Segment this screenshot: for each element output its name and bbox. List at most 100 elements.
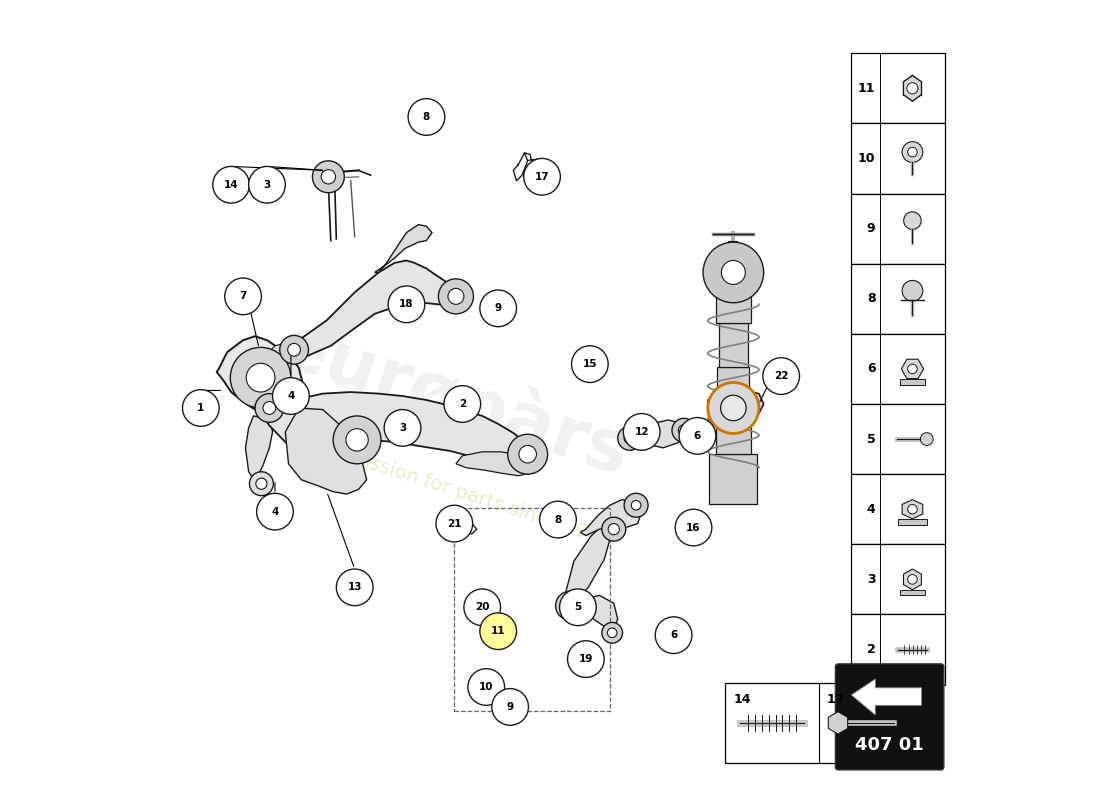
Circle shape [902,281,923,301]
Text: 9: 9 [507,702,514,712]
Circle shape [908,574,917,584]
Text: 3: 3 [867,573,876,586]
FancyBboxPatch shape [835,664,944,770]
Circle shape [273,378,309,414]
Circle shape [708,382,759,434]
Circle shape [608,523,619,534]
Circle shape [624,414,660,450]
Text: 9: 9 [495,303,502,314]
Text: 6: 6 [694,431,701,441]
Text: 4: 4 [287,391,295,401]
Text: 3: 3 [263,180,271,190]
Text: 10: 10 [478,682,494,692]
Polygon shape [565,595,618,631]
Bar [898,518,927,525]
Circle shape [519,446,537,463]
Polygon shape [263,392,535,466]
Circle shape [436,506,473,542]
Circle shape [908,364,917,374]
Circle shape [563,599,576,612]
Circle shape [602,622,623,643]
Text: 6: 6 [867,362,876,375]
Circle shape [560,589,596,626]
Polygon shape [290,261,459,356]
Circle shape [556,591,584,620]
Circle shape [288,343,300,356]
Polygon shape [267,342,297,366]
Circle shape [672,418,696,442]
Text: 9: 9 [867,222,876,235]
Text: 8: 8 [422,112,430,122]
Bar [716,406,751,454]
Text: 10: 10 [858,152,876,165]
Text: a passion for parts since 1985: a passion for parts since 1985 [327,441,614,550]
Circle shape [212,166,250,203]
Circle shape [224,278,262,314]
Circle shape [263,402,276,414]
Bar [900,379,925,385]
Polygon shape [708,390,763,418]
Text: 11: 11 [858,82,876,94]
Circle shape [250,472,274,496]
Polygon shape [903,75,922,101]
Circle shape [679,425,690,436]
Text: 1: 1 [197,403,205,413]
Circle shape [279,335,308,364]
Text: 8: 8 [867,292,876,306]
Circle shape [921,433,933,446]
Circle shape [540,502,576,538]
Bar [851,544,945,614]
Circle shape [448,288,464,304]
Text: 12: 12 [635,427,649,437]
Circle shape [618,426,641,450]
Circle shape [524,158,560,195]
Polygon shape [565,521,613,607]
Circle shape [722,261,746,285]
Bar [851,194,945,264]
Circle shape [720,395,746,421]
Text: eurøpàrs: eurøpàrs [270,310,639,490]
Circle shape [624,433,636,444]
Circle shape [908,147,917,157]
Circle shape [763,358,800,394]
Polygon shape [581,500,641,535]
Circle shape [255,394,284,422]
Bar [851,474,945,544]
Circle shape [230,347,290,408]
Circle shape [408,98,444,135]
Circle shape [508,434,548,474]
Circle shape [246,363,275,392]
Text: 12: 12 [827,693,845,706]
Circle shape [345,429,368,451]
Text: 19: 19 [579,654,593,664]
Bar [851,123,945,194]
Circle shape [568,641,604,678]
Text: 7: 7 [240,291,246,302]
Circle shape [444,386,481,422]
Circle shape [256,478,267,490]
Circle shape [906,82,918,94]
Circle shape [183,390,219,426]
Text: 2: 2 [459,399,466,409]
Bar [851,334,945,404]
Circle shape [679,418,716,454]
Circle shape [703,242,763,302]
Circle shape [675,510,712,546]
Bar [710,454,757,504]
Bar [900,590,925,595]
Circle shape [656,617,692,654]
Text: 13: 13 [348,582,362,592]
Polygon shape [903,569,922,590]
Bar [851,614,945,685]
Circle shape [624,494,648,517]
Bar [725,683,913,762]
Text: 14: 14 [734,693,751,706]
Text: 4: 4 [272,506,278,517]
Polygon shape [375,225,432,273]
Text: 22: 22 [774,371,789,381]
Circle shape [908,505,917,514]
Circle shape [902,142,923,162]
Polygon shape [455,452,535,476]
Circle shape [388,286,425,322]
Circle shape [904,212,921,230]
